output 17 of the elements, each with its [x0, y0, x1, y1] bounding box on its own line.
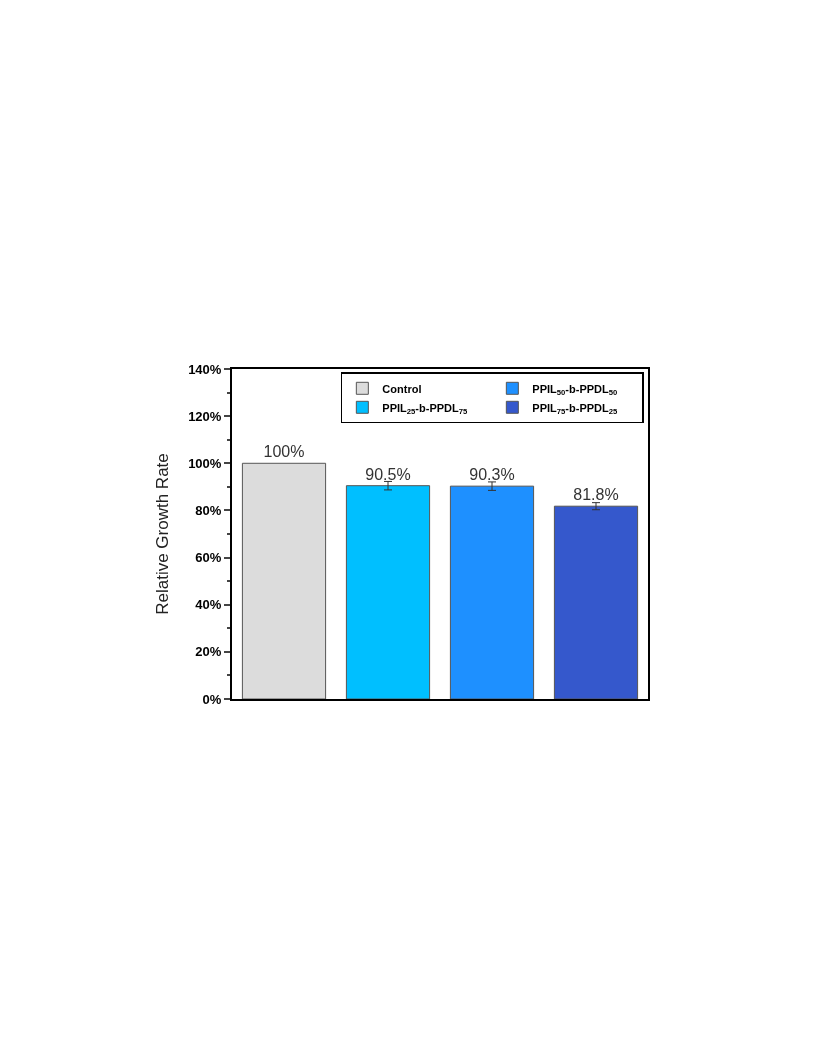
- legend-label: PPIL$_{25}$-b-PPDL$_{75}$: [382, 401, 469, 416]
- data-label: 100%: [263, 443, 305, 461]
- y-tick-label: 60%: [195, 550, 222, 566]
- y-tick-label: 140%: [188, 361, 222, 377]
- legend-label: PPIL$_{50}$-b-PPDL$_{50}$: [532, 382, 618, 397]
- legend-label: Control: [382, 382, 422, 395]
- y-tick-label: 20%: [195, 644, 222, 660]
- y-tick-label: 100%: [188, 455, 222, 471]
- legend-label: PPIL$_{75}$-b-PPDL$_{25}$: [532, 401, 619, 416]
- data-label: 90.3%: [469, 466, 515, 484]
- data-label: 90.5%: [365, 465, 411, 483]
- data-label: 81.8%: [573, 486, 619, 504]
- y-tick-label: 40%: [195, 597, 222, 613]
- y-tick-label: 120%: [188, 408, 222, 424]
- y-tick-label: 80%: [195, 502, 222, 518]
- y-tick-label: 0%: [202, 691, 222, 707]
- y-axis-title: Relative Growth Rate: [153, 453, 173, 615]
